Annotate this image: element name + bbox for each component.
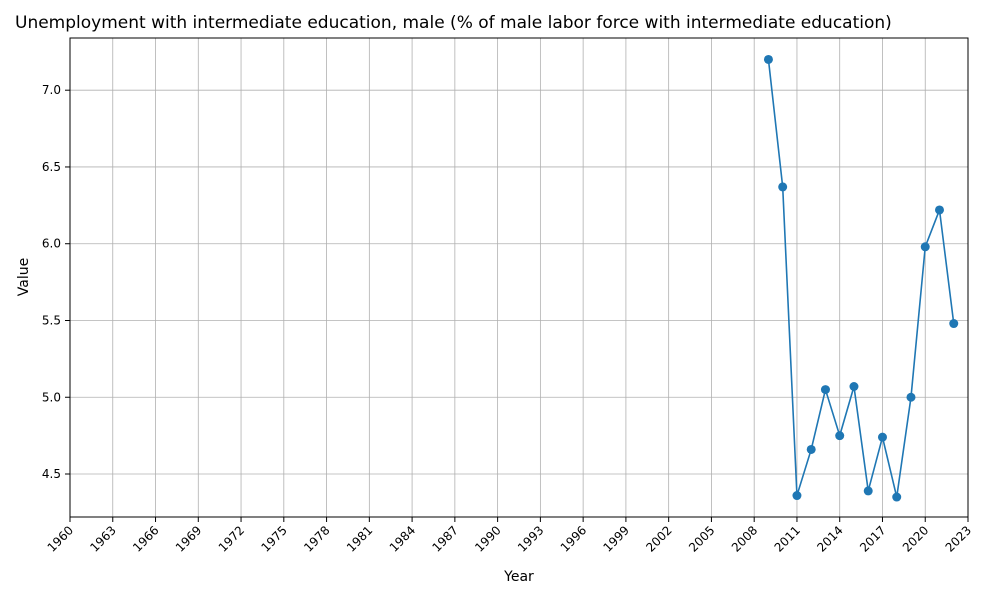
y-tick-label: 5.0 xyxy=(42,390,61,404)
series-line xyxy=(767,59,955,498)
data-point-2021 xyxy=(934,205,944,215)
data-point-2020 xyxy=(920,242,930,252)
x-axis-label: Year xyxy=(503,569,534,585)
data-point-2016 xyxy=(863,486,873,496)
data-point-2010 xyxy=(778,182,788,192)
data-point-2011 xyxy=(792,491,802,501)
y-axis-ticks: 4.5 5.0 5.5 6.0 6.5 7.0 xyxy=(42,83,70,481)
plot-area-frame xyxy=(69,37,969,518)
data-point-2015 xyxy=(849,382,859,392)
data-point-2012 xyxy=(806,444,816,454)
data-point-2022 xyxy=(949,319,959,329)
data-point-2018 xyxy=(892,492,902,502)
data-point-2013 xyxy=(820,385,830,395)
chart-title: Unemployment with intermediate education… xyxy=(15,13,892,33)
data-point-2019 xyxy=(906,392,916,402)
y-axis-label: Value xyxy=(16,258,32,296)
y-tick-label: 7.0 xyxy=(42,83,61,97)
y-tick-label: 6.0 xyxy=(42,237,61,251)
series-lines xyxy=(767,59,955,498)
y-tick-label: 5.5 xyxy=(42,313,61,327)
y-tick-label: 4.5 xyxy=(42,467,61,481)
data-points xyxy=(763,54,959,502)
data-point-2017 xyxy=(877,432,887,442)
data-point-2009 xyxy=(763,54,773,64)
data-point-2014 xyxy=(835,431,845,441)
y-tick-label: 6.5 xyxy=(42,160,61,174)
